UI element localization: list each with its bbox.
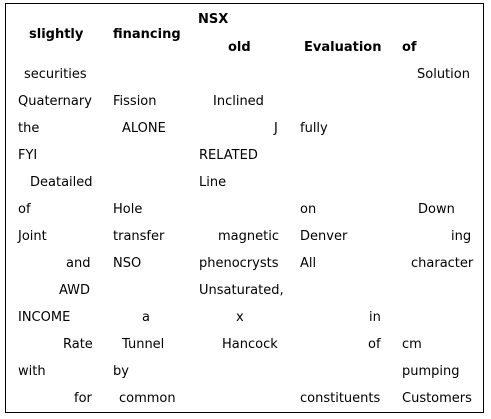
cell-r8-c1: and: [66, 256, 91, 271]
cell-r13-c1: for: [74, 391, 92, 406]
column-header-3-bottom: old: [228, 40, 251, 55]
column-header-1: slightly: [29, 27, 84, 42]
cell-r6-c1: of: [18, 202, 31, 217]
cell-r11-c1: Rate: [63, 337, 93, 352]
cell-r3-c1: the: [18, 121, 40, 136]
cell-r7-c2: transfer: [113, 229, 165, 244]
cell-r7-c5: ing: [451, 229, 472, 244]
cell-r4-c1: FYI: [18, 148, 38, 163]
cell-r2-c1: Quaternary: [18, 94, 92, 109]
column-header-4: Evaluation: [304, 40, 382, 55]
cell-r11-c5: cm: [402, 337, 422, 352]
cell-r10-c4: in: [369, 310, 381, 325]
cell-r8-c2: NSO: [113, 256, 142, 271]
cell-r4-c3: RELATED: [199, 148, 258, 163]
cell-r8-c5: character: [411, 256, 474, 271]
cell-r1-c1: securities: [24, 67, 87, 82]
cell-r11-c3: Hancock: [222, 337, 278, 352]
cell-r2-c2: Fission: [113, 94, 157, 109]
cell-r11-c2: Tunnel: [122, 337, 165, 352]
cell-r2-c3: Inclined: [213, 94, 264, 109]
column-header-3-top: NSX: [198, 12, 229, 27]
cell-r12-c2: by: [113, 364, 129, 379]
cell-r6-c5: Down: [418, 202, 455, 217]
cell-r7-c1: Joint: [18, 229, 47, 244]
cell-r9-c1: AWD: [59, 283, 91, 298]
cell-r10-c3: x: [236, 310, 244, 325]
cell-r12-c1: with: [18, 364, 46, 379]
cell-r13-c2: common: [119, 391, 176, 406]
cell-r6-c4: on: [300, 202, 317, 217]
cell-r8-c3: phenocrysts: [199, 256, 279, 271]
cell-r6-c2: Hole: [113, 202, 143, 217]
cell-r1-c5: Solution: [417, 67, 470, 82]
cell-r13-c5: Customers: [402, 391, 472, 406]
column-header-2: financing: [113, 27, 181, 42]
cell-r3-c4: fully: [300, 121, 328, 136]
cell-r8-c4: All: [300, 256, 317, 271]
cell-r10-c1: INCOME: [18, 310, 71, 325]
cell-r3-c2: ALONE: [122, 121, 166, 136]
cell-r13-c4: constituents: [300, 391, 381, 406]
cell-r9-c3: Unsaturated,: [199, 283, 284, 298]
cell-r12-c5: pumping: [402, 364, 460, 379]
cell-r7-c4: Denver: [300, 229, 348, 244]
cell-r10-c2: a: [142, 310, 150, 325]
cell-r3-c3: J: [274, 121, 278, 136]
cell-r7-c3: magnetic: [218, 229, 279, 244]
cell-r11-c4: of: [368, 337, 381, 352]
cell-r5-c1: Deatailed: [30, 175, 93, 190]
column-header-5: of: [402, 40, 417, 55]
table-frame: [5, 3, 484, 413]
cell-r5-c3: Line: [199, 175, 227, 190]
